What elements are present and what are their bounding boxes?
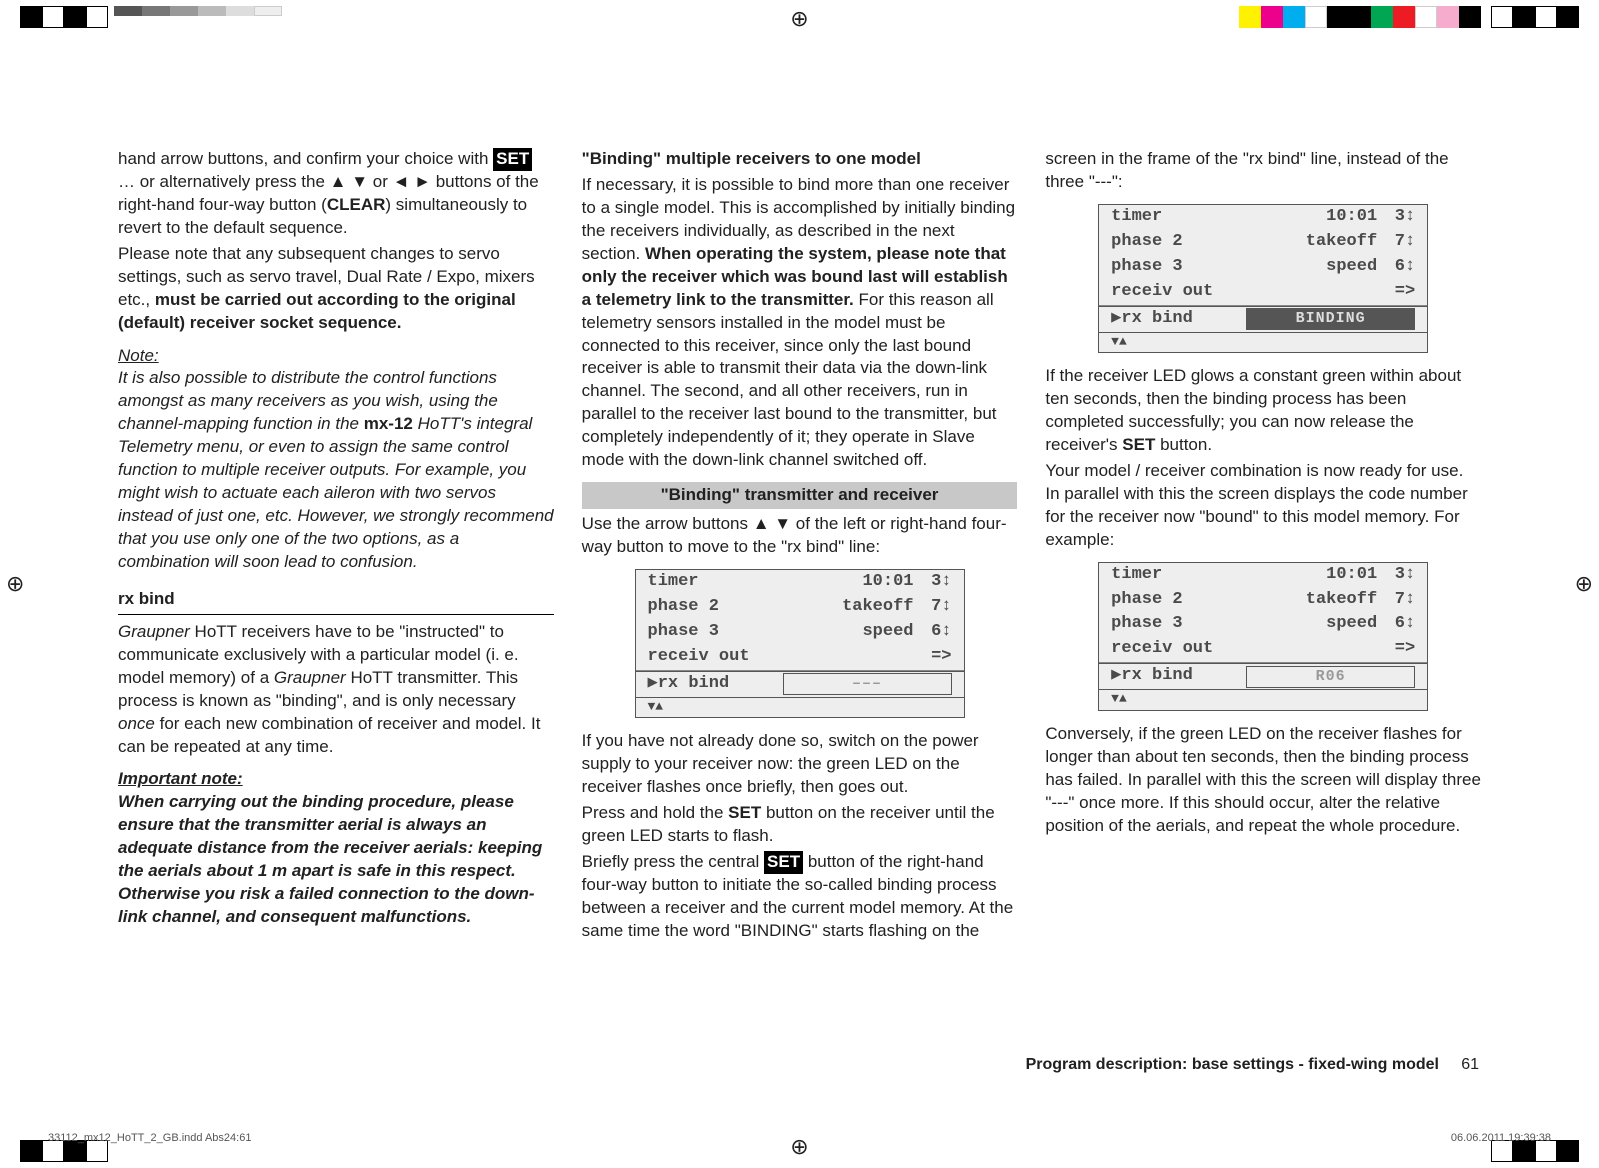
print-meta: 33112_mx12_HoTT_2_GB.indd Abs24:61 06.06… bbox=[48, 1131, 1551, 1146]
col1-p1: hand arrow buttons, and confirm your cho… bbox=[118, 148, 554, 240]
col1-important: When carrying out the binding procedure,… bbox=[118, 791, 554, 929]
page-content: hand arrow buttons, and confirm your cho… bbox=[118, 148, 1481, 1038]
set-badge: SET bbox=[764, 851, 803, 874]
set-badge: SET bbox=[493, 148, 532, 171]
col2-p2: Use the arrow buttons ▲ ▼ of the left or… bbox=[582, 513, 1018, 559]
meta-filename: 33112_mx12_HoTT_2_GB.indd Abs24:61 bbox=[48, 1131, 251, 1146]
lcd-screen-3: timer10:013↕ phase 2takeoff7↕ phase 3spe… bbox=[1098, 562, 1428, 711]
note-heading: Note: bbox=[118, 345, 554, 368]
col2-p1: If necessary, it is possible to bind mor… bbox=[582, 174, 1018, 472]
registration-mark-top: ⊕ bbox=[790, 4, 808, 34]
page-footer: Program description: base settings - fix… bbox=[1026, 1054, 1479, 1076]
column-2: "Binding" multiple receivers to one mode… bbox=[582, 148, 1018, 1038]
column-1: hand arrow buttons, and confirm your cho… bbox=[118, 148, 554, 1038]
col3-p3: Your model / receiver combination is now… bbox=[1045, 460, 1481, 552]
lcd-screen-1: timer10:013↕ phase 2takeoff7↕ phase 3spe… bbox=[635, 569, 965, 718]
column-3: screen in the frame of the "rx bind" lin… bbox=[1045, 148, 1481, 1038]
footer-title: Program description: base settings - fix… bbox=[1026, 1056, 1439, 1073]
col3-p4: Conversely, if the green LED on the rece… bbox=[1045, 723, 1481, 838]
lcd-value-dash: ––– bbox=[783, 673, 952, 695]
registration-mark-right: ⊕ bbox=[1575, 569, 1593, 599]
important-note-heading: Important note: bbox=[118, 768, 554, 791]
col3-p2: If the receiver LED glows a constant gre… bbox=[1045, 365, 1481, 457]
color-bar-right bbox=[1239, 6, 1579, 28]
col2-p4: Press and hold the SET button on the rec… bbox=[582, 802, 1018, 848]
lcd-value-r06: R06 bbox=[1246, 666, 1415, 688]
crop-squares-left bbox=[20, 6, 282, 28]
meta-timestamp: 06.06.2011 19:39:38 bbox=[1451, 1131, 1551, 1146]
col2-p5: Briefly press the central SET button of … bbox=[582, 851, 1018, 943]
registration-mark-left: ⊕ bbox=[6, 569, 24, 599]
col1-p2: Please note that any subsequent changes … bbox=[118, 243, 554, 335]
col2-h1: "Binding" multiple receivers to one mode… bbox=[582, 148, 1018, 171]
page-number: 61 bbox=[1461, 1056, 1479, 1073]
rx-bind-heading: rx bind bbox=[118, 588, 554, 615]
col2-p3: If you have not already done so, switch … bbox=[582, 730, 1018, 799]
lcd-screen-2: timer10:013↕ phase 2takeoff7↕ phase 3spe… bbox=[1098, 204, 1428, 353]
col1-rxbind: Graupner HoTT receivers have to be "inst… bbox=[118, 621, 554, 759]
col1-note: It is also possible to distribute the co… bbox=[118, 367, 554, 573]
binding-grey-heading: "Binding" transmitter and receiver bbox=[582, 482, 1018, 509]
lcd-value-binding: BINDING bbox=[1246, 308, 1415, 330]
col3-p1: screen in the frame of the "rx bind" lin… bbox=[1045, 148, 1481, 194]
